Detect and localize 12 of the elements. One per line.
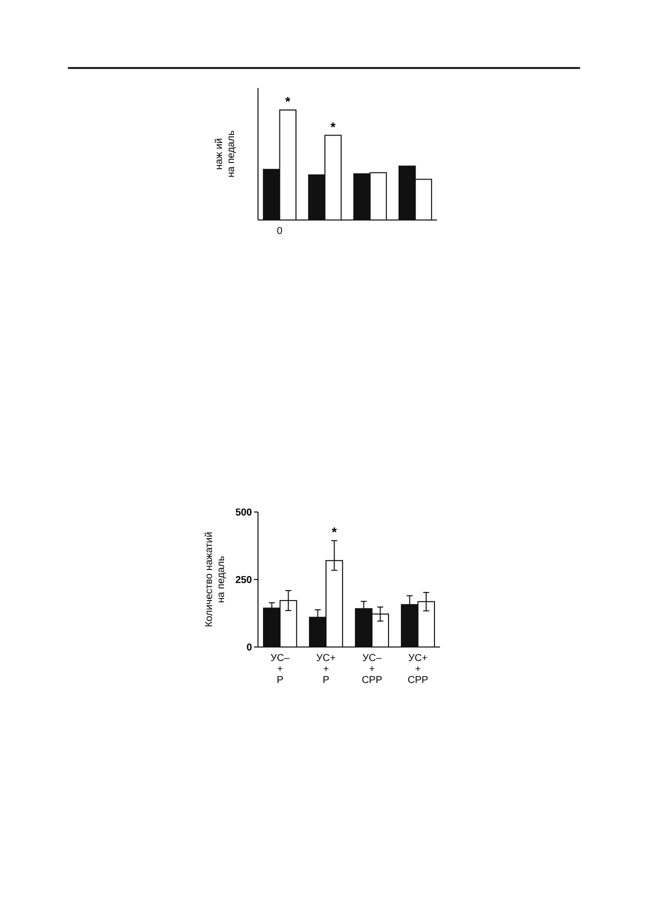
x-tick-label: УС– + P (270, 653, 290, 686)
annotation: * (330, 119, 337, 134)
y-tick-label: 250 (235, 575, 252, 586)
x-tick-label: УС– + CPP (362, 653, 383, 686)
y-tick-label: 0 (246, 642, 252, 654)
x-tick-label: УС+ + CPP (408, 653, 429, 686)
y-axis-title: наж ий на педаль (214, 130, 237, 178)
x-tick-label: УС+ + P (316, 653, 336, 686)
annotation: * (332, 524, 338, 540)
y-axis-title: Количество нажатий на педаль (204, 532, 227, 628)
y-tick-label: 500 (235, 508, 252, 518)
text: * (285, 94, 292, 109)
